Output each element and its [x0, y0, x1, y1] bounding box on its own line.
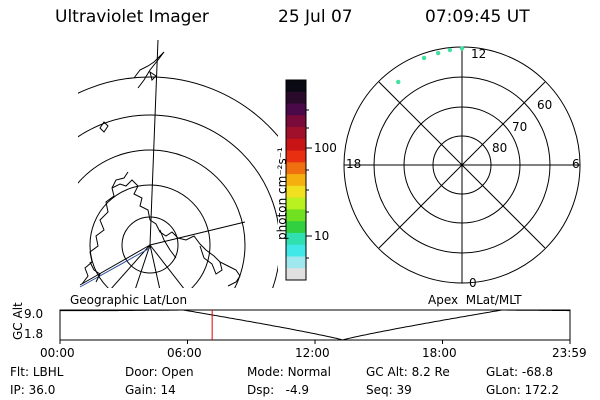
status-glat: GLat: -68.8	[486, 365, 553, 379]
status-ip: IP: 36.0	[10, 383, 56, 397]
geo-meridian	[111, 244, 151, 288]
geo-meridian	[79, 244, 151, 286]
geo-coastline	[89, 261, 101, 283]
status-gc-alt: GC Alt: 8.2 Re	[366, 365, 450, 379]
mlt-label-left: 18	[346, 157, 362, 171]
geo-meridian	[149, 40, 159, 246]
colorbar-segment	[286, 174, 306, 187]
mlt-label-bottom: 0	[469, 276, 477, 290]
geo-lat-circle	[78, 149, 246, 288]
status-mode: Mode: Normal	[247, 365, 331, 379]
colorbar-segment	[286, 256, 306, 269]
colorbar-segment	[286, 150, 306, 163]
polar-diagonal	[378, 81, 546, 249]
geo-map-label: Geographic Lat/Lon	[70, 293, 188, 307]
timeline-xtick-label: 23:59	[552, 346, 587, 360]
colorbar-segment	[286, 221, 306, 234]
status-gain-value: 14	[160, 383, 176, 397]
instrument-title: Ultraviolet Imager	[55, 7, 209, 27]
timeline-ytick-max: 9.0	[24, 307, 44, 321]
colorbar-segment	[286, 91, 306, 105]
status-gain: Gain: 14	[125, 383, 176, 397]
colorbar-segment	[286, 197, 306, 210]
mlt-label-top: 12	[471, 47, 487, 61]
auroral-point	[396, 79, 401, 85]
colorbar-segment	[286, 232, 306, 246]
geo-coastline	[133, 51, 165, 89]
auroral-point	[459, 46, 465, 51]
geo-coastline	[199, 245, 223, 275]
timeline-xtick-label: 00:00	[40, 346, 75, 360]
status-seq: Seq: 39	[366, 383, 412, 397]
geo-coastline	[99, 121, 109, 133]
colorbar-tick-label: 10	[314, 229, 330, 243]
status-ip-value: 36.0	[28, 383, 56, 397]
colorbar-segment	[286, 127, 306, 140]
colorbar-segment	[286, 209, 306, 222]
status-dsp: Dsp: -4.9	[247, 383, 310, 397]
geo-lat-circle	[121, 216, 179, 274]
polar-plot-label: Apex MLat/MLT	[428, 293, 522, 307]
mlat-label-70: 70	[512, 120, 528, 134]
colorbar-segment	[286, 244, 306, 257]
geo-meridian	[135, 244, 151, 288]
date-label: 25 Jul 07	[278, 7, 353, 27]
status-mode-value: Normal	[287, 365, 331, 379]
status-seq-value: 39	[396, 383, 412, 397]
mlt-label-right: 6	[572, 157, 580, 171]
status-door: Door: Open	[125, 365, 194, 379]
geo-coastline	[149, 70, 157, 81]
geo-lat-circle	[78, 114, 278, 288]
colorbar-segment	[286, 138, 306, 152]
geo-terminator	[79, 247, 151, 288]
status-dsp-value: -4.9	[277, 383, 310, 397]
status-door-value: Open	[161, 365, 194, 379]
colorbar-segment	[286, 115, 306, 128]
status-glat-value: -68.8	[521, 365, 553, 379]
geo-meridian	[149, 244, 161, 288]
auroral-point	[447, 47, 453, 53]
geo-meridian	[149, 221, 246, 246]
timeline-xtick-label: 12:00	[295, 346, 330, 360]
timeline-xtick-label: 06:00	[167, 346, 202, 360]
colorbar-segment	[286, 103, 306, 116]
status-glon-value: 172.2	[524, 383, 559, 397]
geo-coastline	[81, 179, 241, 287]
auroral-point	[421, 55, 427, 61]
timeline-ytick-min: 1.8	[24, 327, 44, 341]
status-flt-value: LBHL	[32, 365, 64, 379]
timeline-xtick-label: 18:00	[422, 346, 457, 360]
colorbar-tick-label: 100	[314, 141, 337, 155]
colorbar-segment	[286, 268, 306, 281]
geo-coastline	[159, 229, 177, 259]
geo-coastline	[111, 171, 129, 189]
status-glon: GLon: 172.2	[486, 383, 559, 397]
timeline-axis-label: GC Alt	[11, 302, 25, 340]
time-label: 07:09:45 UT	[425, 7, 530, 27]
mlat-label-80: 80	[492, 141, 508, 155]
status-gc-alt-value: 8.2 Re	[411, 365, 450, 379]
mlat-label-60: 60	[537, 98, 553, 112]
colorbar-segment	[286, 162, 306, 175]
altitude-curve	[60, 309, 570, 341]
status-flt: Flt: LBHL	[10, 365, 64, 379]
colorbar-segment	[286, 185, 306, 199]
geo-meridian	[149, 244, 185, 288]
geo-lat-circle	[89, 184, 211, 288]
auroral-point	[436, 50, 441, 56]
geo-lat-circle	[78, 76, 278, 138]
colorbar-segment	[286, 80, 306, 93]
